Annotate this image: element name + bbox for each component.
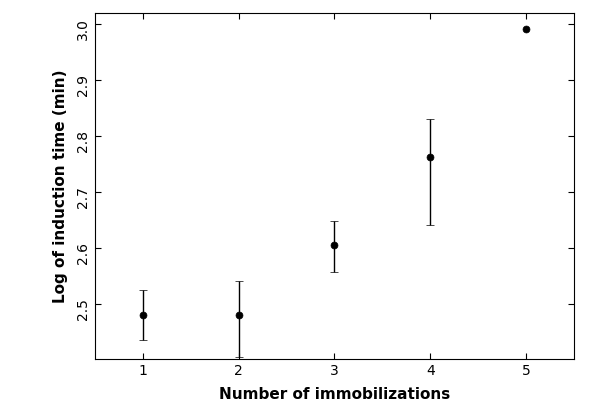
X-axis label: Number of immobilizations: Number of immobilizations <box>219 387 450 402</box>
Y-axis label: Log of induction time (min): Log of induction time (min) <box>53 69 67 303</box>
